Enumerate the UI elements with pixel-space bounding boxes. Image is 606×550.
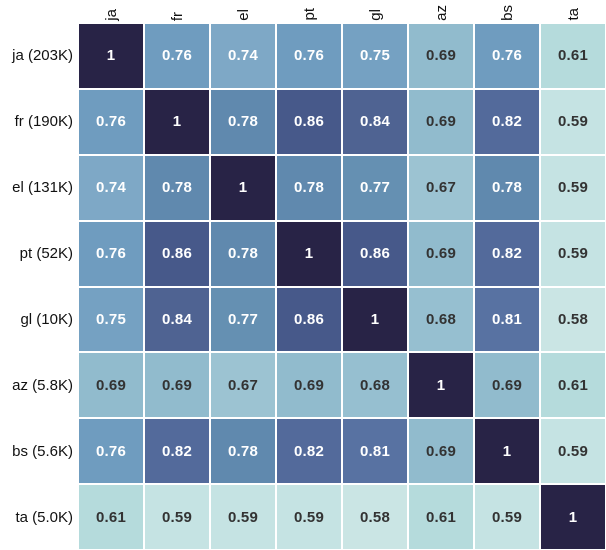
- heatmap-cell-el-fr: 0.78: [144, 154, 210, 221]
- column-label-pt: pt: [276, 0, 342, 23]
- column-label-text: bs: [498, 5, 516, 21]
- heatmap-cell-bs-ja: 0.76: [78, 418, 144, 485]
- column-label-fr: fr: [144, 0, 210, 23]
- heatmap-cell-gl-ta: 0.58: [540, 286, 606, 353]
- row-label-el: el (131K): [12, 179, 73, 197]
- heatmap-cell-gl-az: 0.68: [408, 286, 474, 353]
- heatmap-cell-fr-bs: 0.82: [474, 88, 540, 155]
- heatmap-cell-az-gl: 0.68: [342, 352, 408, 419]
- row-label-bs: bs (5.6K): [12, 442, 73, 460]
- heatmap-cell-ta-gl: 0.58: [342, 484, 408, 550]
- heatmap-cell-az-bs: 0.69: [474, 352, 540, 419]
- heatmap-cell-az-pt: 0.69: [276, 352, 342, 419]
- heatmap-cell-pt-bs: 0.82: [474, 220, 540, 287]
- heatmap-cell-el-pt: 0.78: [276, 154, 342, 221]
- heatmap-cell-pt-gl: 0.86: [342, 220, 408, 287]
- heatmap-cell-ta-ja: 0.61: [78, 484, 144, 550]
- heatmap-cell-pt-pt: 1: [276, 220, 342, 287]
- column-label-text: gl: [366, 9, 384, 21]
- heatmap-cell-gl-pt: 0.86: [276, 286, 342, 353]
- column-label-text: pt: [300, 8, 318, 21]
- heatmap-cell-fr-ta: 0.59: [540, 88, 606, 155]
- heatmap-cell-el-ta: 0.59: [540, 154, 606, 221]
- heatmap-cell-gl-bs: 0.81: [474, 286, 540, 353]
- heatmap-cell-fr-az: 0.69: [408, 88, 474, 155]
- heatmap-cell-ta-el: 0.59: [210, 484, 276, 550]
- heatmap-cell-fr-fr: 1: [144, 88, 210, 155]
- heatmap-cell-ja-az: 0.69: [408, 23, 474, 89]
- row-label-az: az (5.8K): [12, 376, 73, 394]
- heatmap-cell-bs-fr: 0.82: [144, 418, 210, 485]
- heatmap-cell-ta-fr: 0.59: [144, 484, 210, 550]
- heatmap-cell-ja-ta: 0.61: [540, 23, 606, 89]
- corner-spacer: [0, 0, 78, 23]
- heatmap-cell-ta-az: 0.61: [408, 484, 474, 550]
- heatmap-cell-az-ja: 0.69: [78, 352, 144, 419]
- column-label-text: ja: [102, 9, 120, 21]
- heatmap-cell-ta-pt: 0.59: [276, 484, 342, 550]
- column-label-text: ta: [564, 8, 582, 21]
- row-label-fr: fr (190K): [14, 113, 73, 131]
- row-label-ta: ta (5.0K): [15, 508, 73, 526]
- heatmap-cell-el-bs: 0.78: [474, 154, 540, 221]
- heatmap-cell-fr-gl: 0.84: [342, 88, 408, 155]
- heatmap-cell-el-ja: 0.74: [78, 154, 144, 221]
- heatmap-cell-el-el: 1: [210, 154, 276, 221]
- heatmap-cell-el-gl: 0.77: [342, 154, 408, 221]
- heatmap-cell-ja-fr: 0.76: [144, 23, 210, 89]
- heatmap-cell-ja-el: 0.74: [210, 23, 276, 89]
- heatmap-cell-bs-ta: 0.59: [540, 418, 606, 485]
- heatmap-cell-pt-fr: 0.86: [144, 220, 210, 287]
- column-label-bs: bs: [474, 0, 540, 23]
- column-label-text: fr: [168, 11, 186, 21]
- heatmap-cell-pt-ja: 0.76: [78, 220, 144, 287]
- heatmap-cell-az-el: 0.67: [210, 352, 276, 419]
- heatmap-cell-pt-ta: 0.59: [540, 220, 606, 287]
- heatmap-cell-az-ta: 0.61: [540, 352, 606, 419]
- heatmap-cell-pt-az: 0.69: [408, 220, 474, 287]
- heatmap-cell-pt-el: 0.78: [210, 220, 276, 287]
- heatmap-cell-bs-bs: 1: [474, 418, 540, 485]
- heatmap-cell-bs-gl: 0.81: [342, 418, 408, 485]
- heatmap-cell-ja-pt: 0.76: [276, 23, 342, 89]
- row-label-pt: pt (52K): [19, 245, 73, 263]
- heatmap-cell-fr-el: 0.78: [210, 88, 276, 155]
- column-label-ja: ja: [78, 0, 144, 23]
- heatmap-cell-ja-gl: 0.75: [342, 23, 408, 89]
- heatmap-cell-bs-el: 0.78: [210, 418, 276, 485]
- column-label-text: az: [432, 5, 450, 21]
- heatmap-cell-gl-el: 0.77: [210, 286, 276, 353]
- heatmap-cell-ta-ta: 1: [540, 484, 606, 550]
- heatmap-cell-ja-ja: 1: [78, 23, 144, 89]
- row-label-ja: ja (203K): [12, 47, 73, 65]
- column-label-az: az: [408, 0, 474, 23]
- heatmap-cell-fr-pt: 0.86: [276, 88, 342, 155]
- row-label-gl: gl (10K): [20, 310, 73, 328]
- heatmap-cell-gl-ja: 0.75: [78, 286, 144, 353]
- heatmap-cell-ta-bs: 0.59: [474, 484, 540, 550]
- heatmap-cell-bs-pt: 0.82: [276, 418, 342, 485]
- heatmap-cell-bs-az: 0.69: [408, 418, 474, 485]
- heatmap-cell-gl-gl: 1: [342, 286, 408, 353]
- heatmap-cell-az-az: 1: [408, 352, 474, 419]
- heatmap-cell-az-fr: 0.69: [144, 352, 210, 419]
- heatmap-cell-el-az: 0.67: [408, 154, 474, 221]
- column-label-ta: ta: [540, 0, 606, 23]
- heatmap-cell-gl-fr: 0.84: [144, 286, 210, 353]
- column-label-gl: gl: [342, 0, 408, 23]
- column-label-text: el: [234, 9, 252, 21]
- heatmap-cell-ja-bs: 0.76: [474, 23, 540, 89]
- heatmap-cell-fr-ja: 0.76: [78, 88, 144, 155]
- column-label-el: el: [210, 0, 276, 23]
